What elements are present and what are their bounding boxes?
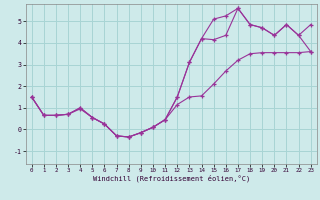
X-axis label: Windchill (Refroidissement éolien,°C): Windchill (Refroidissement éolien,°C)	[92, 175, 250, 182]
